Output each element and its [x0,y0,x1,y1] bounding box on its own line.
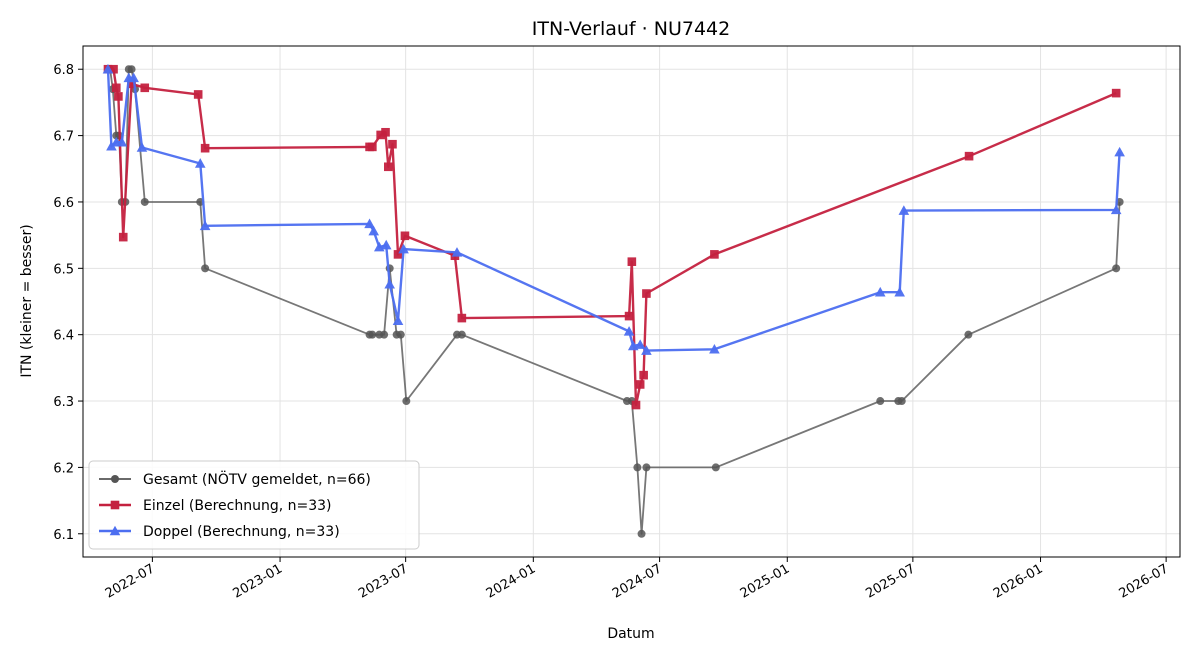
data-point [201,264,210,273]
data-point [1110,204,1122,215]
data-point [874,286,886,297]
data-point [102,63,114,74]
y-tick-label: 6.4 [53,329,74,344]
data-point [641,345,652,355]
series-square [103,64,1121,410]
legend-swatch-marker [109,525,121,536]
data-point [193,90,203,99]
data-point [457,313,467,323]
data-point [393,250,403,259]
x-axis-title: Datum [607,626,654,642]
data-point [380,330,389,339]
data-point [364,218,375,229]
data-point [400,231,410,241]
legend-label: Doppel (Berechnung, n=33) [143,524,340,540]
data-point [112,83,121,93]
y-tick-label: 6.6 [53,196,74,211]
data-point [116,136,128,147]
data-point [639,370,648,380]
data-point [200,143,210,153]
legend-box [88,460,420,550]
data-point [634,339,646,349]
data-point [114,92,123,101]
data-point [623,326,635,336]
y-tick-label: 6.5 [53,262,74,277]
data-point [398,243,409,254]
data-point [897,397,906,406]
data-point [624,311,634,321]
data-point [642,289,651,298]
data-point [368,142,377,152]
data-point [384,278,395,289]
data-point [710,250,719,259]
data-point [402,397,411,406]
chart-title: ITN-Verlauf · NU7442 [532,18,730,40]
data-point [635,380,645,389]
legend: Gesamt (NÖTV gemeldet, n=66) Einzel (Bere… [88,460,420,550]
y-axis-title: ITN (kleiner = besser) [19,224,35,377]
legend-label: Einzel (Berechnung, n=33) [143,498,332,514]
y-tick-label: 6.1 [53,528,74,543]
data-point [396,330,405,339]
data-point [637,529,646,538]
data-point [368,225,380,236]
data-point [392,315,404,325]
data-point [633,463,642,472]
data-point [1114,146,1125,157]
legend-swatch-marker [110,500,120,510]
data-point [964,151,974,161]
y-tick-label: 6.8 [53,63,74,78]
data-point [381,127,390,137]
data-point [140,83,150,93]
data-point [368,330,377,339]
data-point [388,139,397,149]
data-point [118,232,128,242]
y-tick-label: 6.3 [53,395,74,410]
data-point [627,257,637,266]
data-point [199,220,211,231]
data-point [1112,264,1121,273]
data-point [451,247,463,257]
data-point [384,162,393,172]
y-tick-label: 6.2 [53,461,74,476]
plot-frame [82,45,1181,558]
legend-swatch-marker [111,475,119,483]
data-point [711,463,720,472]
data-point [140,197,149,206]
series-triangle [102,63,1125,355]
data-point [876,397,885,406]
data-point [127,65,136,74]
data-point [457,330,466,339]
data-point [964,330,973,339]
data-point [709,343,720,354]
data-point [109,64,118,74]
data-point [894,286,905,297]
data-point [898,205,910,215]
data-point [127,79,136,89]
data-point [642,463,651,472]
data-point [376,130,385,140]
data-point [380,239,392,250]
legend-label: Gesamt (NÖTV gemeldet, n=66) [143,470,371,488]
data-point [136,142,148,152]
data-point [1111,88,1121,98]
data-point [128,72,139,83]
series-layer [102,63,1125,538]
data-point [194,158,206,168]
series-line [108,68,1117,407]
y-tick-label: 6.7 [53,130,74,145]
data-point [631,400,641,410]
